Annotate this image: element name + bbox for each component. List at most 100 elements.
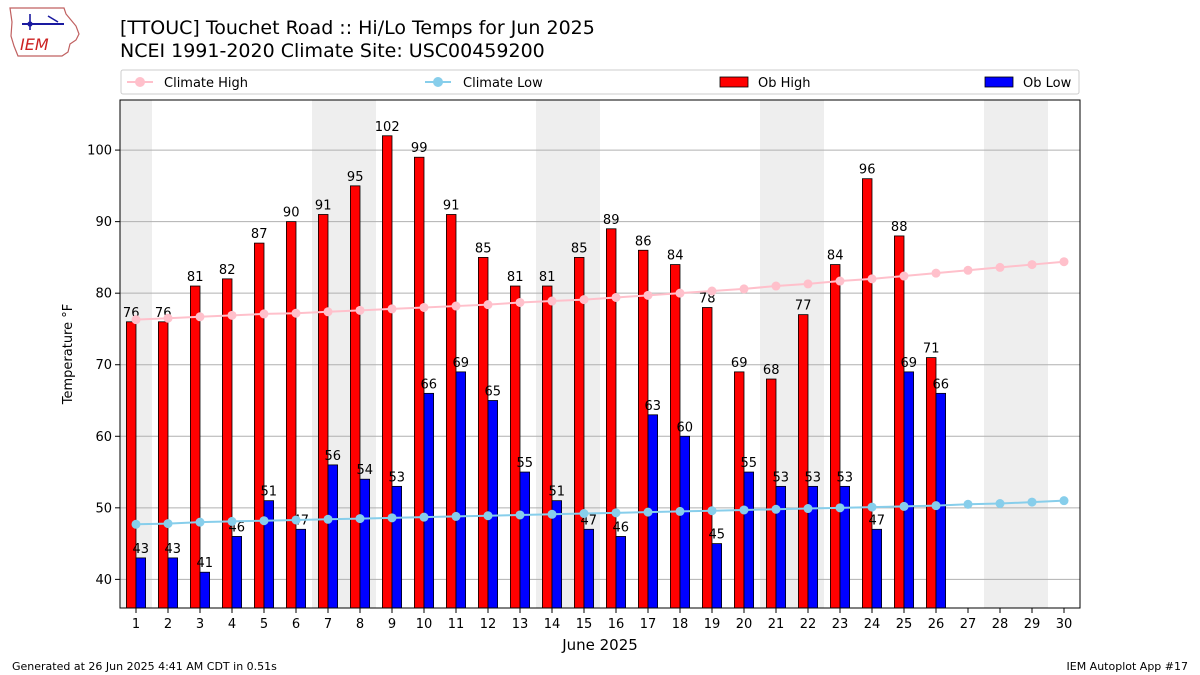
- y-tick-label: 40: [95, 573, 112, 588]
- ob-low-label: 69: [901, 356, 918, 371]
- y-tick-label: 70: [95, 358, 112, 373]
- ob-low-bar: [615, 536, 627, 609]
- iem-logo: IEM: [9, 7, 80, 57]
- ob-low-label: 54: [357, 463, 374, 478]
- climate-low-point: [451, 511, 461, 521]
- ob-high-label: 81: [539, 270, 556, 285]
- climate-high-point: [387, 304, 397, 314]
- x-tick-label: 13: [512, 617, 529, 632]
- climate-low-point: [835, 503, 845, 513]
- x-tick-label: 9: [388, 617, 396, 632]
- x-tick-label: 8: [356, 617, 364, 632]
- ob-high-bar: [734, 371, 745, 609]
- x-tick-label: 14: [544, 617, 561, 632]
- ob-high-label: 95: [347, 170, 364, 185]
- ob-high-label: 81: [187, 270, 204, 285]
- ob-low-label: 51: [549, 485, 566, 500]
- climate-high-point: [451, 301, 461, 311]
- legend-label: Ob High: [758, 76, 811, 91]
- climate-low-point: [195, 517, 205, 527]
- ob-low-bar: [583, 528, 595, 609]
- ob-low-bar: [359, 478, 371, 609]
- climate-low-point: [419, 512, 429, 522]
- x-tick-label: 27: [960, 617, 977, 632]
- climate-low-point: [259, 516, 269, 526]
- ob-high-label: 68: [763, 363, 780, 378]
- x-tick-label: 21: [768, 617, 785, 632]
- y-axis-label: Temperature °F: [61, 304, 76, 405]
- x-axis: 1 2 3 4 5 6 7 8 9 10 11 12 13 14 15 16 17 18 19 20 21 22 23 24 2…: [132, 608, 1072, 632]
- ob-high-bar: [798, 314, 809, 609]
- climate-high-point: [323, 307, 333, 317]
- ob-low-bar: [743, 471, 755, 609]
- ob-high-label: 85: [571, 241, 588, 256]
- climate-high-point: [259, 309, 269, 319]
- ob-high-label: 84: [667, 249, 684, 264]
- y-tick-label: 60: [95, 430, 112, 445]
- ob-low-bar: [199, 571, 211, 609]
- weekend-band: [984, 100, 1048, 608]
- footer-generated-text: Generated at 26 Jun 2025 4:41 AM CDT in …: [12, 660, 277, 673]
- climate-high-point: [227, 310, 237, 320]
- ob-low-bar: [903, 371, 915, 609]
- ob-high-bar: [542, 285, 553, 609]
- y-axis: 40 50 60 70 80 90 100: [87, 144, 120, 588]
- climate-high-point: [771, 281, 781, 291]
- ob-low-label: 53: [805, 470, 822, 485]
- ob-high-bar: [766, 378, 777, 609]
- ob-low-label: 65: [485, 385, 502, 400]
- climate-low-point: [707, 506, 717, 516]
- climate-low-point: [963, 499, 973, 509]
- climate-low-point: [771, 504, 781, 514]
- climate-high-point: [291, 308, 301, 318]
- ob-low-bar: [711, 543, 723, 609]
- x-tick-label: 22: [800, 617, 817, 632]
- climate-high-point: [355, 305, 365, 315]
- x-tick-label: 5: [260, 617, 268, 632]
- x-tick-label: 4: [228, 617, 236, 632]
- climate-high-point: [1027, 260, 1037, 270]
- climate-high-point: [131, 315, 141, 325]
- ob-low-bar: [135, 557, 147, 609]
- ob-high-bar: [606, 228, 617, 609]
- climate-high-point: [483, 300, 493, 310]
- climate-low-point: [547, 509, 557, 519]
- x-tick-label: 20: [736, 617, 753, 632]
- legend-label: Climate Low: [463, 76, 543, 91]
- ob-high-bar: [574, 257, 585, 609]
- legend-label: Climate High: [164, 76, 248, 91]
- x-tick-label: 2: [164, 617, 172, 632]
- ob-low-bar: [327, 464, 339, 609]
- logo-text: IEM: [20, 35, 49, 54]
- climate-low-line: [135, 499, 1065, 526]
- ob-low-bar: [519, 471, 531, 609]
- x-tick-label: 23: [832, 617, 849, 632]
- ob-low-bar: [871, 528, 883, 609]
- legend: Climate High Climate Low Ob High Ob Low: [120, 69, 1080, 95]
- climate-high-point: [419, 302, 429, 312]
- climate-low-point: [803, 504, 813, 514]
- climate-high-point: [643, 290, 653, 300]
- climate-low-point: [227, 516, 237, 526]
- ob-high-bar: [126, 321, 137, 609]
- legend-item-ob-low: Ob Low: [984, 76, 1072, 91]
- ob-high-bar: [926, 357, 937, 609]
- climate-low-point: [643, 507, 653, 517]
- climate-low-point: [163, 519, 173, 529]
- ob-low-label: 43: [165, 542, 182, 557]
- ob-high-label: 85: [475, 241, 492, 256]
- climate-low-point: [611, 508, 621, 518]
- climate-high-point: [675, 288, 685, 298]
- ob-high-bar: [349, 185, 361, 609]
- climate-low-point: [483, 511, 493, 521]
- ob-high-label: 96: [859, 163, 876, 178]
- ob-low-bar: [423, 392, 435, 609]
- x-tick-label: 28: [992, 617, 1009, 632]
- ob-low-label: 55: [741, 456, 758, 471]
- climate-low-point: [355, 514, 365, 524]
- ob-high-label: 90: [283, 206, 300, 221]
- ob-low-label: 53: [773, 470, 790, 485]
- ob-high-label: 82: [219, 263, 236, 278]
- plot-frame: [119, 99, 1081, 609]
